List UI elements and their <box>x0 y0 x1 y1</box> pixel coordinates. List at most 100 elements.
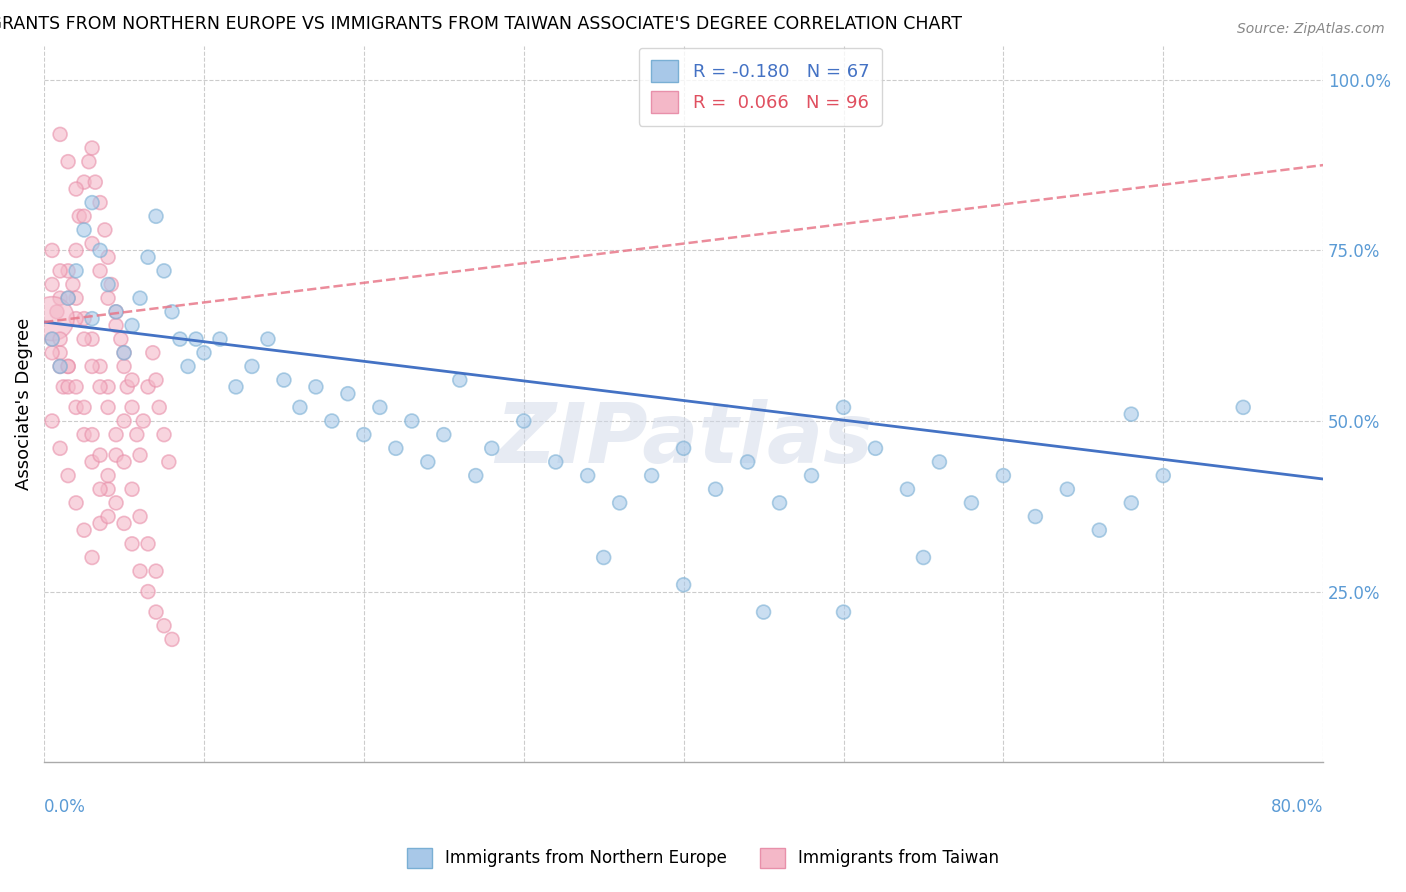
Point <box>56 468 79 483</box>
Point <box>41 244 63 258</box>
Point <box>56 380 79 394</box>
Point <box>105 305 128 319</box>
Point <box>56 154 79 169</box>
Point <box>433 427 456 442</box>
Point <box>401 414 423 428</box>
Point <box>832 401 855 415</box>
Point <box>672 578 695 592</box>
Point <box>80 236 103 251</box>
Text: Source: ZipAtlas.com: Source: ZipAtlas.com <box>1237 22 1385 37</box>
Point <box>62 277 84 292</box>
Point <box>49 128 72 142</box>
Point <box>768 496 790 510</box>
Point <box>73 175 96 189</box>
Point <box>80 359 103 374</box>
Point <box>416 455 439 469</box>
Text: IMMIGRANTS FROM NORTHERN EUROPE VS IMMIGRANTS FROM TAIWAN ASSOCIATE'S DEGREE COR: IMMIGRANTS FROM NORTHERN EUROPE VS IMMIG… <box>0 15 962 33</box>
Point <box>52 380 75 394</box>
Point <box>80 455 103 469</box>
Point <box>121 318 143 333</box>
Point <box>105 318 128 333</box>
Point <box>737 455 759 469</box>
Point <box>97 277 120 292</box>
Point <box>609 496 631 510</box>
Point <box>273 373 295 387</box>
Point <box>1121 407 1143 421</box>
Point <box>100 277 122 292</box>
Point <box>1024 509 1046 524</box>
Point <box>153 264 176 278</box>
Point <box>800 468 823 483</box>
Point <box>65 182 87 196</box>
Point <box>89 244 111 258</box>
Point <box>148 401 170 415</box>
Point <box>112 414 135 428</box>
Point <box>193 345 215 359</box>
Y-axis label: Associate's Degree: Associate's Degree <box>15 318 32 490</box>
Point <box>752 605 775 619</box>
Point <box>80 141 103 155</box>
Point <box>73 523 96 537</box>
Point <box>97 401 120 415</box>
Point <box>65 291 87 305</box>
Point <box>49 359 72 374</box>
Point <box>112 359 135 374</box>
Point <box>145 373 167 387</box>
Point <box>136 584 159 599</box>
Point <box>208 332 231 346</box>
Text: 80.0%: 80.0% <box>1271 798 1323 816</box>
Point <box>97 482 120 496</box>
Point <box>89 264 111 278</box>
Point <box>65 496 87 510</box>
Point <box>65 244 87 258</box>
Point <box>153 618 176 632</box>
Point <box>84 175 107 189</box>
Point <box>184 332 207 346</box>
Point <box>73 223 96 237</box>
Point <box>89 482 111 496</box>
Point <box>73 209 96 223</box>
Point <box>97 250 120 264</box>
Point <box>288 401 311 415</box>
Point <box>592 550 614 565</box>
Point <box>257 332 280 346</box>
Point <box>97 291 120 305</box>
Point <box>80 311 103 326</box>
Point <box>1152 468 1174 483</box>
Point <box>112 345 135 359</box>
Point <box>225 380 247 394</box>
Point <box>129 564 152 578</box>
Point <box>481 442 503 456</box>
Point <box>94 223 117 237</box>
Point <box>305 380 328 394</box>
Point <box>49 359 72 374</box>
Point <box>912 550 935 565</box>
Point <box>49 332 72 346</box>
Point <box>80 195 103 210</box>
Point <box>89 195 111 210</box>
Point <box>385 442 408 456</box>
Point <box>1056 482 1078 496</box>
Point <box>1088 523 1111 537</box>
Point <box>41 332 63 346</box>
Point <box>105 427 128 442</box>
Point <box>464 468 486 483</box>
Point <box>960 496 983 510</box>
Point <box>353 427 375 442</box>
Point <box>160 632 183 647</box>
Point <box>77 154 100 169</box>
Point <box>145 209 167 223</box>
Point <box>112 516 135 531</box>
Point <box>157 455 180 469</box>
Point <box>136 250 159 264</box>
Point <box>132 414 155 428</box>
Point <box>145 564 167 578</box>
Text: ZIPatlas: ZIPatlas <box>495 400 873 480</box>
Point <box>896 482 918 496</box>
Point <box>80 550 103 565</box>
Point <box>1232 401 1254 415</box>
Point <box>145 605 167 619</box>
Point <box>321 414 343 428</box>
Point <box>1121 496 1143 510</box>
Point <box>65 264 87 278</box>
